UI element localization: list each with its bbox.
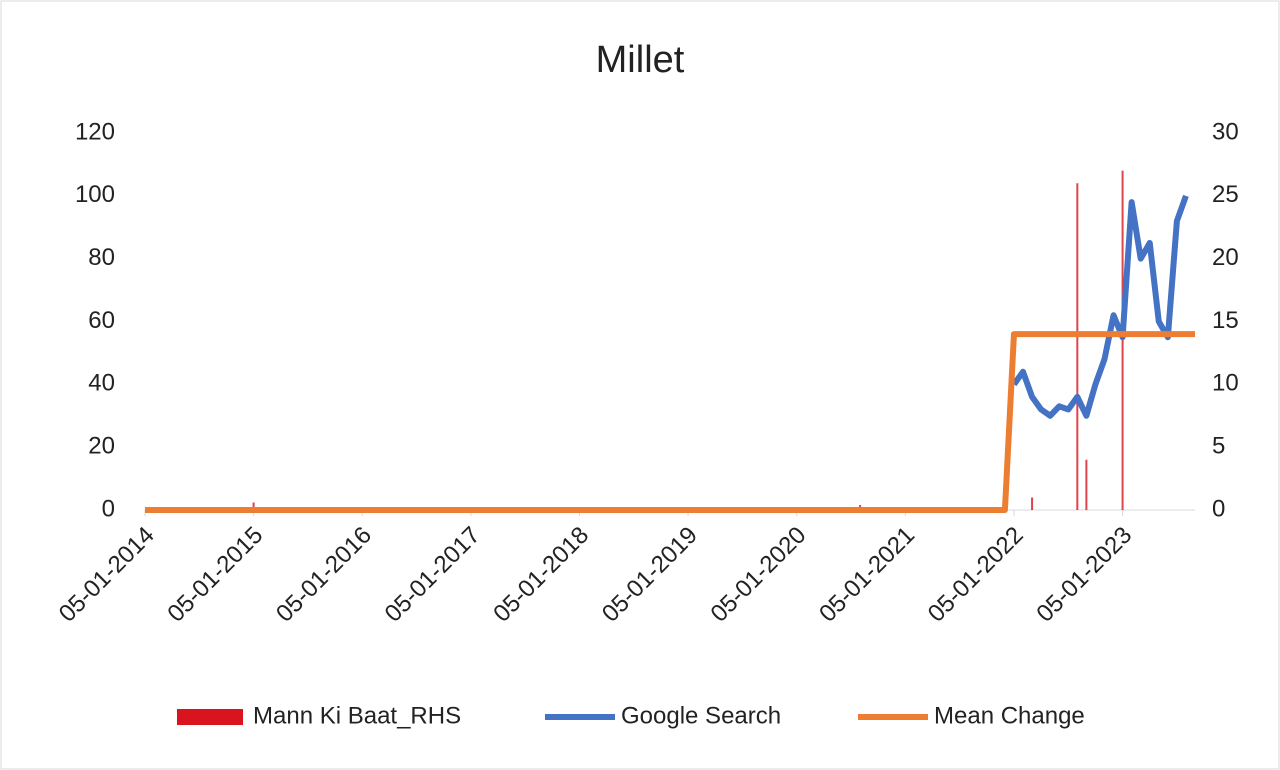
y2-tick-label: 5 bbox=[1212, 433, 1225, 460]
chart-title: Millet bbox=[596, 39, 685, 81]
y2-tick-label: 30 bbox=[1212, 118, 1239, 145]
y-tick-label: 60 bbox=[88, 307, 115, 334]
line bbox=[1011, 194, 1189, 419]
legend-swatch bbox=[177, 709, 243, 725]
y2-tick-label: 20 bbox=[1212, 244, 1239, 271]
legend-label: Mean Change bbox=[934, 702, 1085, 729]
bar bbox=[1031, 497, 1034, 510]
bar bbox=[252, 502, 255, 510]
y2-tick-label: 15 bbox=[1212, 307, 1239, 334]
y-tick-label: 0 bbox=[102, 495, 115, 522]
y-tick-label: 100 bbox=[75, 181, 115, 208]
bar bbox=[1121, 170, 1124, 510]
bar bbox=[1076, 183, 1079, 510]
y-tick-label: 40 bbox=[88, 370, 115, 397]
bar bbox=[1085, 459, 1088, 510]
legend-label: Mann Ki Baat_RHS bbox=[253, 702, 461, 729]
y-tick-label: 20 bbox=[88, 433, 115, 460]
legend-label: Google Search bbox=[621, 702, 781, 729]
y2-tick-label: 0 bbox=[1212, 495, 1225, 522]
line bbox=[145, 331, 1195, 513]
y-tick-label: 120 bbox=[75, 118, 115, 145]
y2-tick-label: 10 bbox=[1212, 370, 1239, 397]
y2-tick-label: 25 bbox=[1212, 181, 1239, 208]
y-tick-label: 80 bbox=[88, 244, 115, 271]
